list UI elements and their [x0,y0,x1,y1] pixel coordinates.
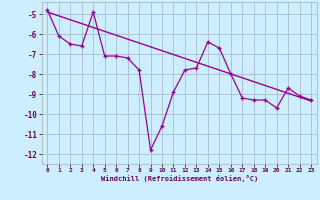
X-axis label: Windchill (Refroidissement éolien,°C): Windchill (Refroidissement éolien,°C) [100,175,258,182]
